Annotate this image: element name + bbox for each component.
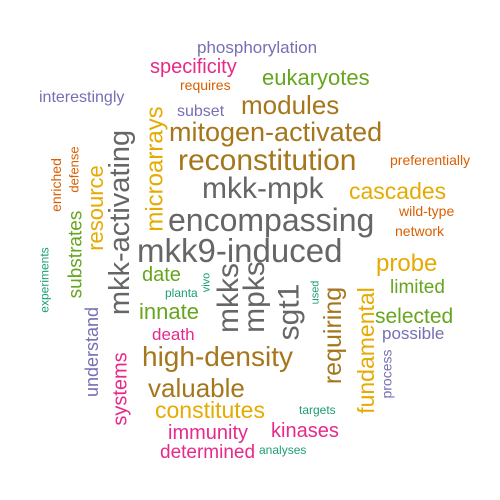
word-modules: modules	[241, 90, 340, 120]
word-reconstitution: reconstitution	[178, 144, 357, 177]
word-defense: defense	[66, 145, 82, 193]
word-requiring: requiring	[318, 286, 347, 384]
word-cascades: cascades	[349, 178, 447, 204]
word-substrates: substrates	[65, 210, 87, 298]
word-constitutes: constitutes	[155, 397, 265, 423]
word-network: network	[395, 223, 445, 239]
word-microarrays: microarrays	[141, 106, 169, 232]
word-immunity: immunity	[168, 422, 249, 444]
word-mitogen-activated: mitogen-activated	[169, 117, 383, 147]
word-vivo: vivo	[200, 272, 213, 292]
word-experiments: experiments	[37, 247, 52, 313]
word-specificity: specificity	[150, 56, 237, 78]
word-date: date	[142, 264, 181, 286]
word-sgt1: sgt1	[271, 283, 305, 341]
word-planta: planta	[165, 286, 198, 300]
word-selected: selected	[375, 305, 454, 328]
word-death: death	[152, 325, 195, 344]
word-understand: understand	[82, 306, 103, 398]
word-wild-type: wild-type	[399, 203, 455, 219]
word-mkk-mpk: mkk-mpk	[202, 172, 324, 205]
word-probe: probe	[376, 250, 438, 277]
word-systems: systems	[109, 352, 132, 426]
word-interestingly: interestingly	[39, 89, 125, 106]
word-enriched: enriched	[47, 158, 64, 212]
word-determined: determined	[160, 442, 256, 463]
word-targets: targets	[299, 403, 336, 417]
word-mkk9-induced: mkk9-induced	[137, 232, 343, 269]
word-mkk-activating: mkk-activating	[103, 129, 136, 315]
word-fundamental: fundamental	[352, 286, 379, 414]
word-preferentially: preferentially	[390, 152, 471, 168]
word-mpks: mpks	[237, 261, 271, 333]
word-requires: requires	[180, 77, 231, 93]
word-encompassing: encompassing	[168, 202, 375, 238]
word-limited: limited	[390, 277, 445, 298]
word-subset: subset	[177, 103, 225, 120]
word-eukaryotes: eukaryotes	[262, 65, 370, 90]
word-kinases: kinases	[271, 420, 339, 442]
word-innate: innate	[139, 299, 199, 324]
word-phosphorylation: phosphorylation	[197, 38, 318, 57]
word-high-density: high-density	[142, 341, 293, 372]
word-resource: resource	[82, 165, 108, 251]
word-analyses: analyses	[259, 443, 307, 457]
word-valuable: valuable	[148, 373, 245, 403]
word-possible: possible	[382, 324, 445, 343]
word-process: process	[378, 349, 395, 399]
